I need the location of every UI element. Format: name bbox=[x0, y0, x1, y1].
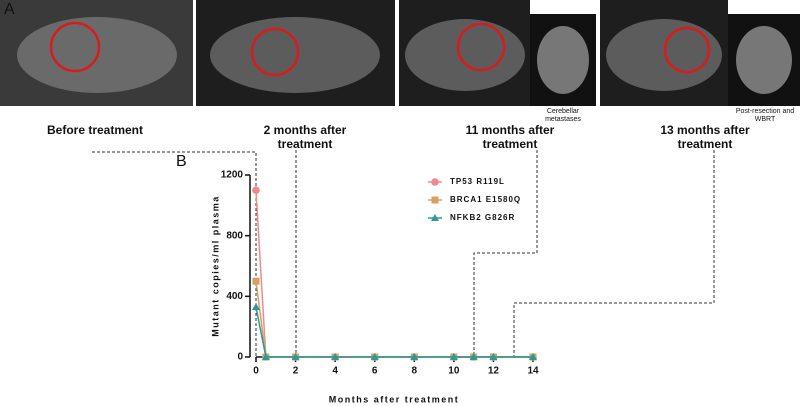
highlight-circle bbox=[663, 26, 711, 74]
x-axis-label: Months after treatment bbox=[329, 394, 460, 404]
connector bbox=[473, 150, 538, 357]
data-point bbox=[252, 302, 260, 310]
ct-image bbox=[405, 19, 525, 91]
inset-caption: Cerebellar metastases bbox=[545, 108, 581, 123]
data-point bbox=[252, 186, 260, 194]
data-point bbox=[449, 353, 458, 360]
legend-marker bbox=[431, 214, 439, 221]
highlight-circle bbox=[456, 22, 506, 72]
timepoint-label: Before treatment bbox=[46, 123, 144, 137]
connector bbox=[513, 150, 715, 357]
legend-marker bbox=[431, 178, 439, 186]
data-point bbox=[469, 353, 478, 360]
y-tick-label: 800 bbox=[226, 230, 243, 241]
timepoint-connectors bbox=[92, 150, 715, 357]
timepoint-label: 13 months after treatment bbox=[660, 123, 750, 151]
panel-label: B bbox=[176, 153, 187, 170]
timepoint-label: 2 months after treatment bbox=[263, 123, 347, 151]
series-line bbox=[255, 306, 533, 358]
x-tick-label: 10 bbox=[448, 366, 460, 377]
data-point bbox=[261, 353, 270, 360]
y-tick-label: 400 bbox=[226, 291, 243, 302]
data-point bbox=[252, 277, 260, 285]
highlight-circle bbox=[49, 21, 101, 73]
y-axis-label: Mutant copies/ml plasma bbox=[210, 195, 220, 337]
legend-label: TP53 R119L bbox=[450, 177, 505, 186]
ct-image bbox=[210, 17, 380, 93]
x-tick-label: 14 bbox=[527, 366, 539, 377]
series-line bbox=[255, 281, 533, 358]
inset-caption: Post-resection and WBRT bbox=[735, 108, 795, 123]
legend-label: BRCA1 E1580Q bbox=[450, 195, 521, 204]
data-point bbox=[331, 353, 340, 360]
y-tick-label: 1200 bbox=[221, 170, 244, 181]
data-point bbox=[370, 353, 379, 360]
x-tick-label: 6 bbox=[372, 366, 378, 377]
data-point bbox=[489, 353, 498, 360]
legend-label: NFKB2 G826R bbox=[450, 213, 515, 222]
highlight-circle bbox=[250, 27, 300, 77]
x-tick-label: 2 bbox=[293, 366, 299, 377]
x-tick-label: 8 bbox=[412, 366, 418, 377]
panel-label: A bbox=[4, 1, 15, 18]
timepoint-label: 11 months after treatment bbox=[465, 123, 555, 151]
x-tick-label: 4 bbox=[332, 366, 338, 377]
data-point bbox=[529, 353, 537, 360]
data-point bbox=[410, 353, 419, 360]
mri-inset bbox=[736, 26, 792, 94]
y-tick-label: 0 bbox=[237, 352, 243, 363]
ct-image bbox=[606, 19, 722, 91]
data-point bbox=[291, 353, 300, 360]
x-tick-label: 12 bbox=[488, 366, 500, 377]
ct-images bbox=[0, 0, 800, 106]
mri-inset bbox=[537, 26, 589, 94]
x-tick-label: 0 bbox=[253, 366, 259, 377]
legend-marker bbox=[431, 196, 439, 204]
connector bbox=[92, 151, 257, 357]
